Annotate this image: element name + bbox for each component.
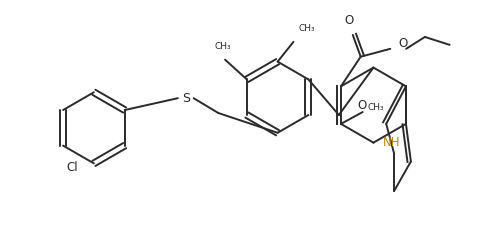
Text: CH₃: CH₃ — [215, 42, 231, 51]
Text: CH₃: CH₃ — [368, 103, 384, 112]
Text: O: O — [344, 14, 354, 27]
Text: NH: NH — [383, 136, 401, 149]
Text: S: S — [182, 92, 190, 105]
Text: O: O — [357, 99, 367, 112]
Text: Cl: Cl — [67, 161, 78, 174]
Text: O: O — [398, 37, 408, 50]
Text: CH₃: CH₃ — [298, 24, 315, 33]
